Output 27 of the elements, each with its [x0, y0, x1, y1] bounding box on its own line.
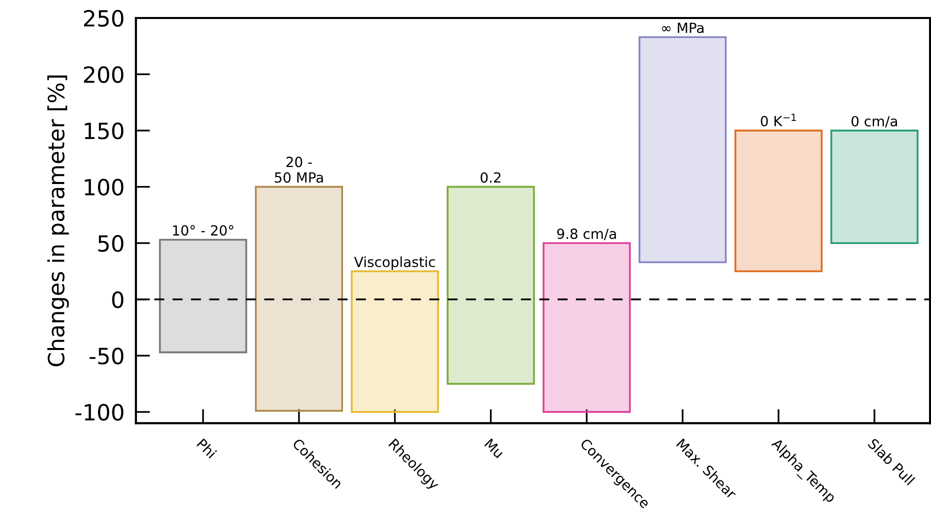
y-tick-label: 150: [84, 122, 124, 140]
y-tick-label: -100: [75, 404, 124, 421]
y-tick-label: 200: [84, 66, 124, 84]
bar: [734, 130, 823, 272]
annotation: Viscoplastic: [354, 256, 435, 270]
y-tick-label: -50: [90, 348, 124, 364]
y-tick-label: 250: [84, 10, 124, 27]
annotation: 0 cm/a: [852, 116, 897, 128]
y-axis-title: Changes in parameter [%]: [47, 76, 69, 366]
annotation: 20 - 50 MPa: [274, 156, 323, 183]
annotation: 0 K$^{−1}$: [760, 114, 796, 126]
bar: [830, 130, 919, 244]
bar: [350, 270, 439, 413]
y-tick-label: 0: [112, 291, 124, 308]
bar: [542, 242, 631, 413]
x-tick-label: Phi: [196, 438, 218, 459]
y-tick-label: 100: [84, 178, 124, 196]
bar: [254, 186, 344, 412]
annotation: 9.8 cm/a: [557, 228, 616, 240]
bar: [638, 36, 727, 264]
annotation: ∞ MPa: [662, 22, 704, 34]
annotation: 10° - 20°: [173, 225, 234, 236]
bar: [159, 238, 248, 354]
x-tick-label: Mu: [484, 438, 504, 458]
y-tick-label: 50: [98, 235, 124, 252]
annotation: 0.2: [480, 172, 500, 183]
bar: [446, 186, 535, 385]
